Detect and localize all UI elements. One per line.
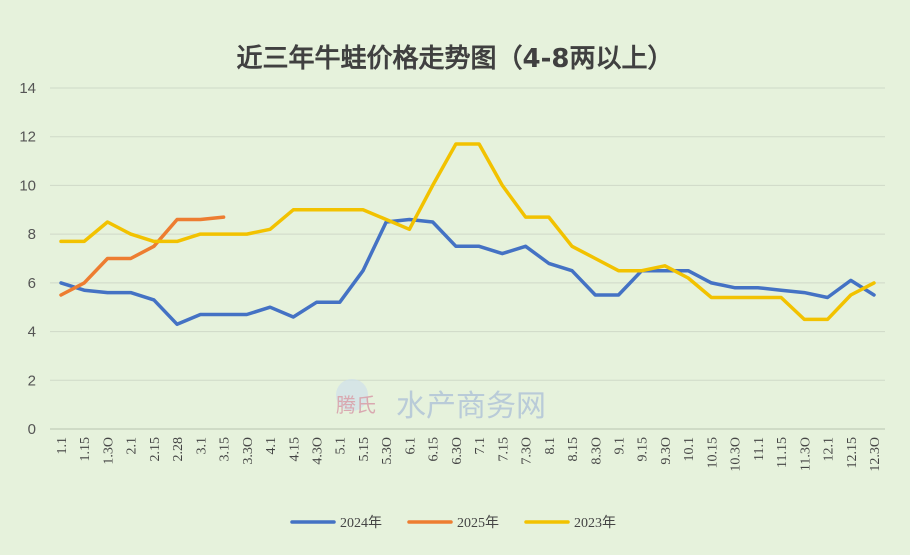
x-tick-label: 10.1: [682, 437, 697, 462]
watermark-logo-text: 腾氏: [336, 393, 376, 417]
x-tick-label: 1.3O: [101, 437, 116, 465]
chart-title: 近三年牛蛙价格走势图（4-8两以上）: [236, 44, 674, 74]
gridlines: [50, 87, 885, 430]
x-tick-label: 12.15: [845, 437, 860, 469]
y-axis-ticks: 0 2 4 6 8 10 12 14: [19, 80, 36, 438]
legend-label: 2025年: [457, 515, 499, 531]
watermark: 腾氏 水产商务网: [336, 379, 546, 424]
x-tick-label: 8.15: [566, 437, 581, 462]
series-lines: [59, 142, 876, 327]
x-tick-label: 2.15: [148, 437, 163, 462]
y-tick-label: 2: [28, 372, 36, 389]
x-tick-label: 11.1: [752, 437, 767, 461]
y-tick-label: 6: [28, 275, 36, 292]
x-tick-label: 10.3O: [729, 437, 744, 472]
x-tick-label: 5.1: [334, 437, 349, 455]
x-tick-label: 7.15: [496, 437, 511, 462]
y-tick-label: 0: [28, 421, 36, 438]
x-tick-label: 4.15: [287, 437, 302, 462]
x-tick-label: 10.15: [705, 437, 720, 469]
x-tick-label: 11.15: [775, 437, 790, 468]
x-tick-label: 12.1: [822, 437, 837, 462]
x-tick-label: 4.1: [264, 437, 279, 455]
x-tick-label: 9.15: [636, 437, 651, 462]
x-tick-label: 1.15: [78, 437, 93, 462]
x-tick-label: 8.3O: [589, 437, 604, 465]
x-tick-label: 9.1: [612, 437, 627, 455]
x-tick-label: 7.3O: [520, 437, 535, 465]
y-tick-label: 4: [28, 324, 36, 341]
x-tick-label: 6.3O: [450, 437, 465, 465]
watermark-logo-icon: [336, 379, 368, 411]
series-line-2023年: [59, 142, 876, 322]
x-tick-label: 6.15: [427, 437, 442, 462]
legend: 2024年 2025年 2023年: [290, 515, 616, 531]
y-tick-label: 10: [19, 177, 36, 194]
series-line-2024年: [59, 217, 876, 327]
x-tick-label: 2.1: [125, 437, 140, 455]
series-line-2025年: [59, 215, 226, 297]
watermark-text: 水产商务网: [396, 389, 546, 424]
x-tick-label: 9.3O: [659, 437, 674, 465]
y-tick-label: 14: [19, 80, 36, 97]
x-tick-label: 8.1: [543, 437, 558, 455]
x-tick-label: 3.1: [194, 437, 209, 455]
legend-label: 2024年: [340, 515, 382, 531]
legend-label: 2023年: [574, 515, 616, 531]
x-tick-label: 7.1: [473, 437, 488, 455]
x-tick-label: 1.1: [55, 437, 70, 455]
x-tick-label: 12.3O: [868, 437, 883, 472]
x-tick-label: 4.3O: [311, 437, 326, 465]
x-axis-ticks: 1.1 1.15 1.3O 2.1 2.15 2.28 3.1 3.15 3.3O 4.1 4.15…: [55, 437, 883, 472]
x-tick-label: 5.3O: [380, 437, 395, 465]
x-tick-label: 6.1: [403, 437, 418, 455]
x-tick-label: 3.3O: [241, 437, 256, 465]
x-tick-label: 11.3O: [798, 437, 813, 471]
x-tick-label: 3.15: [218, 437, 233, 462]
y-tick-label: 12: [19, 129, 36, 146]
y-tick-label: 8: [28, 226, 36, 243]
x-tick-label: 2.28: [171, 437, 186, 462]
x-tick-label: 5.15: [357, 437, 372, 462]
